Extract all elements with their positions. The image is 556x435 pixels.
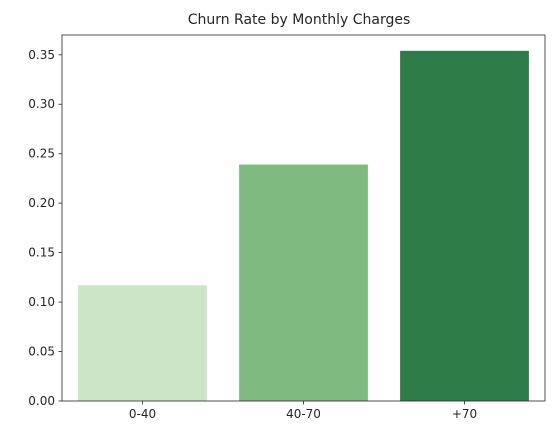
bar-+70 xyxy=(400,50,529,401)
y-tick-label: 0.10 xyxy=(28,295,55,309)
y-tick-label: 0.05 xyxy=(28,345,55,359)
plot-area: 0-40 40-70 +70 0.00 0.05 0.10 0.15 0.20 0.25 0.30… xyxy=(28,34,546,421)
x-tick-label: +70 xyxy=(452,407,477,421)
x-tick-label: 0-40 xyxy=(129,407,156,421)
bar-40-70 xyxy=(239,164,368,401)
y-tick-label: 0.35 xyxy=(28,48,55,62)
bar-0-40 xyxy=(78,285,207,401)
y-tick-label: 0.20 xyxy=(28,196,55,210)
chart-title: Churn Rate by Monthly Charges xyxy=(188,12,411,28)
y-tick-label: 0.25 xyxy=(28,147,55,161)
axes-frame xyxy=(61,34,546,402)
y-tick-label: 0.15 xyxy=(28,246,55,260)
x-tick-label: 40-70 xyxy=(286,407,321,421)
y-tick-label: 0.00 xyxy=(28,394,55,408)
y-tick-label: 0.30 xyxy=(28,97,55,111)
